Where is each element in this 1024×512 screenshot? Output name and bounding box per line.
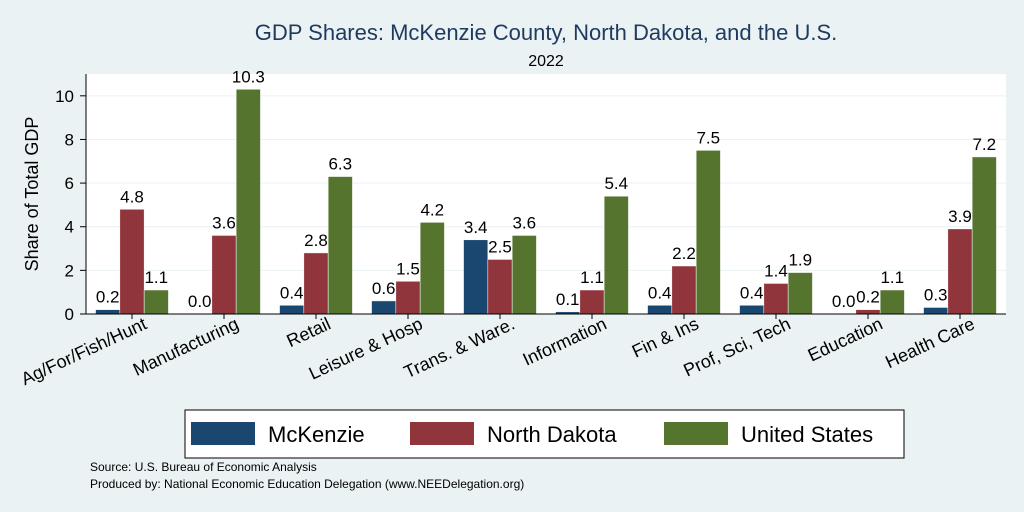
y-tick-label: 0 [65,305,74,324]
bar [739,305,765,315]
data-label: 1.5 [396,259,420,278]
bar [371,300,397,315]
bar [95,309,121,315]
data-label: 0.3 [924,285,948,304]
bars [95,89,997,315]
data-labels: 0.2 4.8 1.1 0.0 3.6 10.3 0.4 2.8 6.3 0.61.5 4.2 3.4… [96,67,996,311]
data-label: 3.9 [948,207,972,226]
bar [235,89,261,315]
data-label: 0.1 [556,290,580,309]
data-label: 3.6 [212,213,236,232]
bar [695,150,721,315]
source-note: Source: U.S. Bureau of Economic Analysis [90,460,317,474]
data-label: 0.4 [740,283,764,302]
bar [947,228,973,315]
data-label: 0.4 [280,283,304,302]
legend: McKenzie North Dakota United States [184,409,905,459]
data-label: 0.2 [96,288,120,307]
y-tick-label: 2 [65,261,74,280]
bar [603,195,629,315]
data-label: 0.6 [372,279,396,298]
x-tick-label: Ag/For/Fish/Hunt [18,313,150,389]
data-label: 10.3 [232,67,265,86]
y-tick-label: 8 [65,130,74,149]
x-tick-label: Education [805,313,886,365]
data-label: 0.4 [648,283,672,302]
legend-label: McKenzie [268,422,365,447]
x-tick-label: Health Care [882,313,978,372]
y-axis-title: Share of Total GDP [22,117,42,272]
chart-subtitle: 2022 [528,53,564,70]
data-label: 0.0 [188,292,212,311]
bar [211,235,237,315]
data-label: 6.3 [328,155,352,174]
data-label: 3.6 [512,213,536,232]
data-label: 2.8 [304,231,328,250]
bar [143,289,169,315]
bar [511,235,537,315]
bar [787,272,813,315]
data-label: 7.5 [696,128,720,147]
data-label: 0.2 [856,288,880,307]
legend-swatch [664,422,728,445]
y-tick-label: 4 [65,218,74,237]
bar [463,239,489,315]
legend-box [184,409,905,459]
legend-label: North Dakota [487,422,617,447]
bar [279,305,305,315]
x-tick-label: Information [520,313,610,369]
y-axis-ticks: 0 2 4 6 8 10 [55,87,86,324]
bar [119,209,145,315]
bar [395,281,421,315]
x-tick-label: Retail [284,313,334,351]
legend-label: United States [741,422,873,447]
bar [303,252,329,315]
data-label: 2.5 [488,237,512,256]
produced-by-note: Produced by: National Economic Education… [90,477,524,491]
bar [879,289,905,315]
x-tick-label: Fin & Ins [629,313,702,361]
data-label: 3.4 [464,218,488,237]
bar [647,305,673,315]
bar [579,289,605,315]
x-tick-label: Manufacturing [130,313,242,379]
data-label: 1.9 [788,251,812,270]
data-label: 1.1 [880,268,904,287]
bar [923,307,949,315]
data-label: 1.4 [764,261,788,280]
bar [419,222,445,315]
y-tick-label: 6 [65,174,74,193]
bar [971,156,997,315]
bar [763,283,789,315]
legend-swatch [191,422,255,445]
data-label: 2.2 [672,244,696,263]
bar [487,259,513,315]
bar [671,265,697,315]
data-label: 4.2 [420,200,444,219]
data-label: 1.1 [144,268,168,287]
bar [327,176,353,315]
legend-swatch [410,422,474,445]
data-label: 4.8 [120,187,144,206]
chart-title: GDP Shares: McKenzie County, North Dakot… [255,20,837,45]
data-label: 1.1 [580,268,604,287]
data-label: 0.0 [832,292,856,311]
data-label: 5.4 [604,174,628,193]
data-label: 7.2 [972,135,996,154]
legend-items: McKenzie North Dakota United States [191,422,873,447]
y-tick-label: 10 [55,87,74,106]
